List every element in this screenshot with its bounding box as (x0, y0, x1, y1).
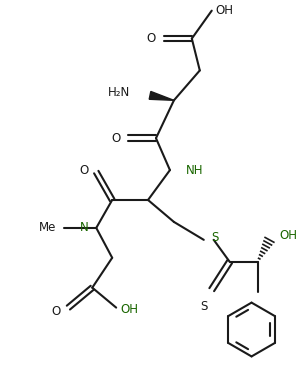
Text: S: S (200, 300, 208, 313)
Text: O: O (147, 32, 156, 45)
Text: O: O (51, 305, 60, 318)
Text: S: S (212, 231, 219, 244)
Text: O: O (79, 163, 88, 177)
Polygon shape (149, 91, 174, 100)
Text: N: N (80, 221, 88, 234)
Text: NH: NH (186, 163, 203, 177)
Text: OH: OH (216, 4, 234, 17)
Text: OH: OH (120, 303, 138, 316)
Text: H₂N: H₂N (108, 86, 130, 99)
Text: OH: OH (279, 230, 297, 242)
Text: O: O (111, 132, 120, 145)
Text: Me: Me (39, 221, 56, 234)
